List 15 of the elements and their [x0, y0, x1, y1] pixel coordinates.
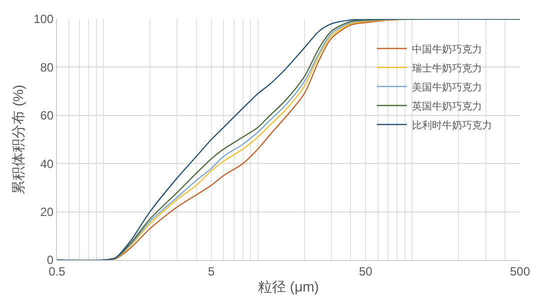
x-tick-label: 5: [208, 264, 215, 278]
y-tick-label: 100: [34, 12, 54, 26]
legend-label: 英国牛奶巧克力: [412, 100, 482, 112]
legend-label: 比利时牛奶巧克力: [412, 119, 492, 132]
x-axis-title: 粒径 (μm): [258, 278, 319, 295]
legend-label: 瑞士牛奶巧克力: [412, 62, 482, 74]
x-tick-label: 50: [358, 264, 373, 278]
y-tick-label: 20: [40, 205, 54, 219]
y-tick-label: 80: [40, 60, 54, 74]
y-tick-label: 60: [40, 108, 54, 123]
legend-label: 美国牛奶巧克力: [412, 81, 482, 94]
y-tick-label: 40: [40, 156, 54, 171]
x-tick-label: 500: [510, 264, 530, 278]
legend-label: 中国牛奶巧克力: [412, 43, 482, 56]
y-axis-title: 累积体积分布 (%): [10, 84, 26, 194]
